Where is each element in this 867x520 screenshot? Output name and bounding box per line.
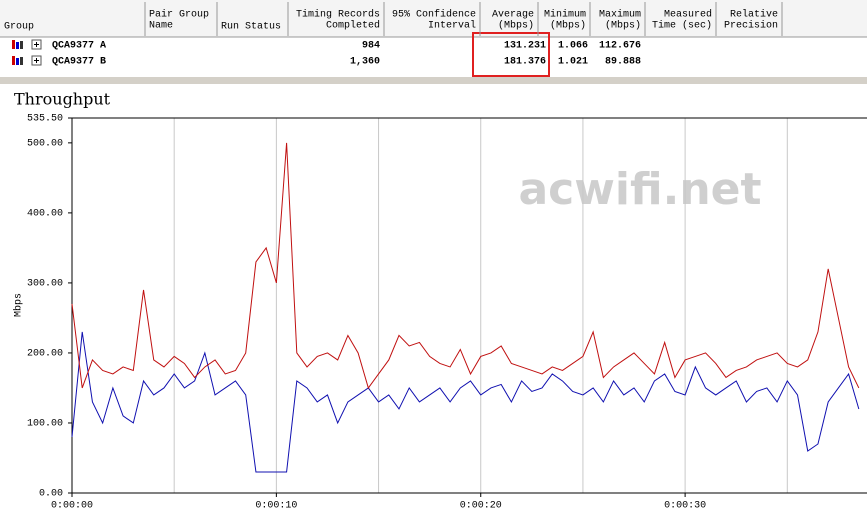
column-header: Run Status — [221, 22, 281, 33]
maximum: 89.888 — [605, 57, 641, 68]
column-header: Measured — [664, 9, 712, 21]
column-header: Average — [492, 10, 534, 21]
column-header: Maximum — [599, 9, 641, 21]
y-tick-label: 400.00 — [27, 209, 63, 220]
column-header: (Mbps) — [498, 20, 534, 32]
series-line — [71, 331, 860, 473]
series-line — [71, 142, 860, 390]
column-header: (Mbps) — [550, 20, 586, 32]
y-tick-label: 535.50 — [27, 114, 63, 125]
average: 131.231 — [504, 41, 546, 52]
row-icons — [12, 39, 42, 66]
column-header: Minimum — [544, 9, 586, 21]
maximum: 112.676 — [599, 41, 641, 52]
splitter — [0, 77, 867, 84]
column-header: Group — [4, 22, 34, 33]
column-header: Relative — [730, 9, 778, 21]
minimum: 1.066 — [558, 41, 588, 52]
column-header: Interval — [428, 20, 476, 32]
column-header: Timing Records — [296, 9, 380, 21]
y-tick-label: 500.00 — [27, 139, 63, 150]
x-tick-label: 0:00:30 — [664, 501, 706, 512]
column-header: Pair Group — [149, 9, 209, 21]
chart-title: Throughput — [14, 90, 111, 109]
column-header: Precision — [724, 20, 778, 32]
group-name: QCA9377 A — [52, 41, 106, 52]
column-header: (Mbps) — [605, 20, 641, 32]
y-axis-label: Mbps — [13, 293, 25, 317]
column-header: Time (sec) — [652, 20, 712, 32]
records: 984 — [362, 41, 380, 52]
x-tick-label: 0:00:10 — [255, 501, 297, 512]
column-header: Completed — [326, 20, 380, 32]
column-header: Name — [149, 21, 173, 32]
minimum: 1.021 — [558, 57, 588, 68]
y-tick-label: 0.00 — [39, 489, 63, 500]
watermark: acwifi.net — [518, 164, 761, 215]
y-tick-label: 300.00 — [27, 279, 63, 290]
records: 1,360 — [350, 57, 380, 68]
y-tick-label: 200.00 — [27, 349, 63, 360]
y-tick-label: 100.00 — [27, 419, 63, 430]
highlight-box — [472, 32, 550, 77]
x-tick-label: 0:00:00 — [51, 501, 93, 512]
column-header: 95% Confidence — [392, 9, 476, 21]
x-tick-label: 0:00:20 — [460, 501, 502, 512]
group-name: QCA9377 B — [52, 57, 106, 68]
average: 181.376 — [504, 57, 546, 68]
